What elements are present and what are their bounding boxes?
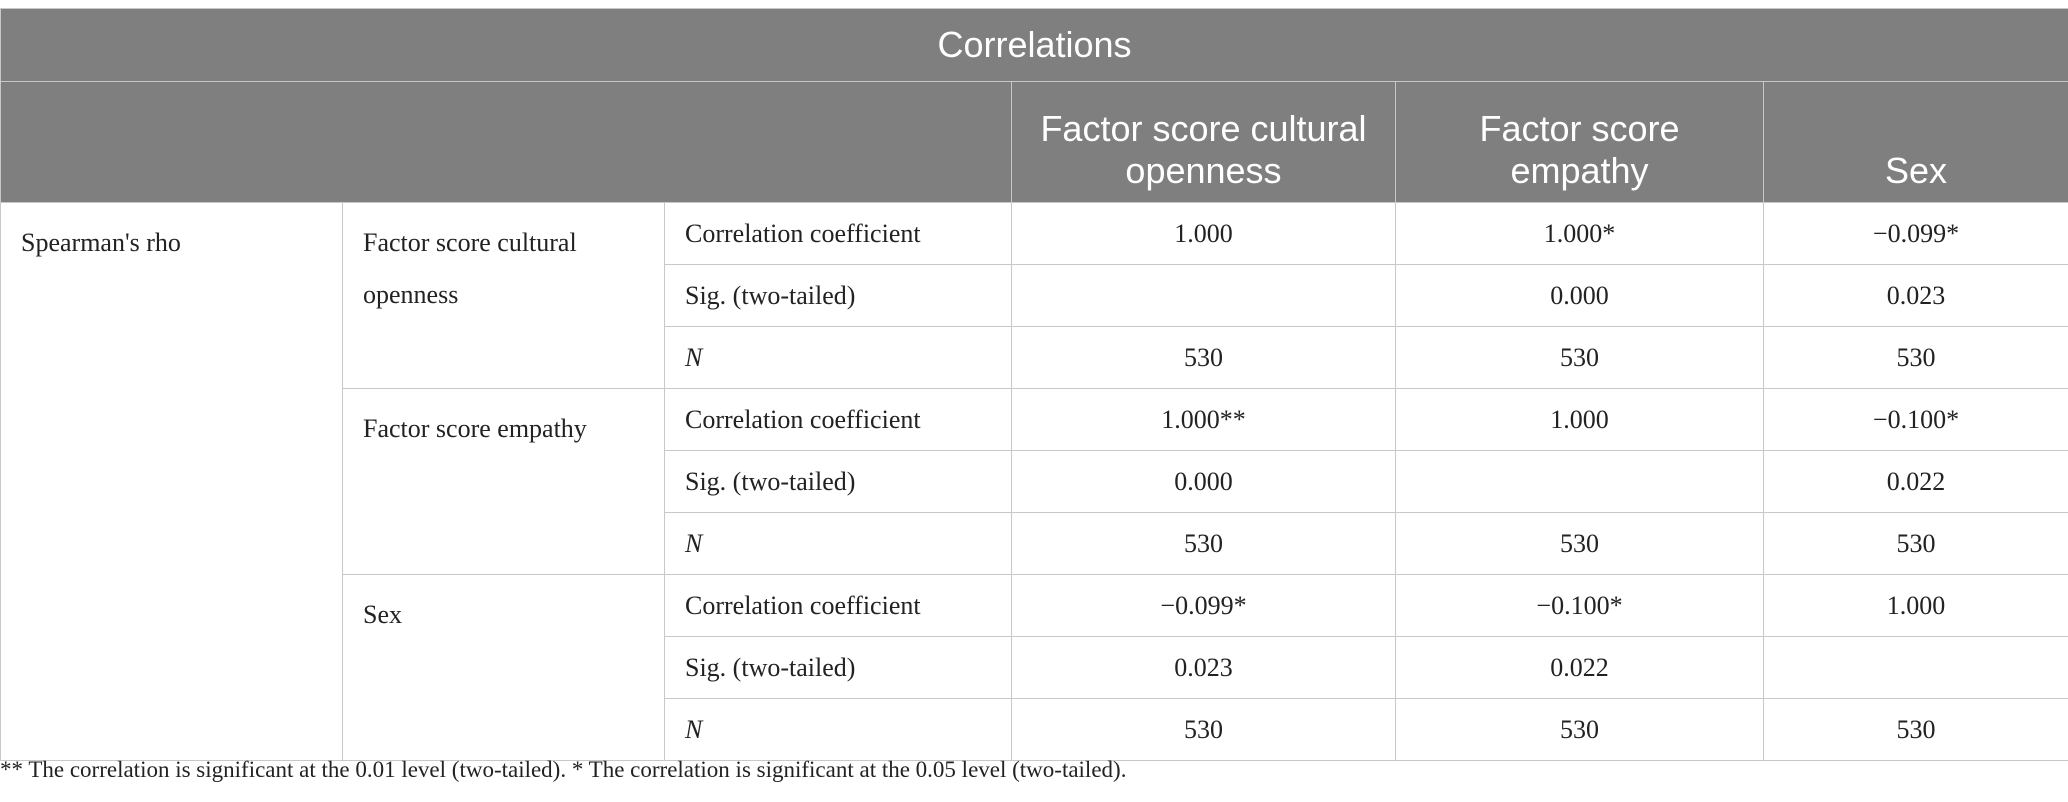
table-row: Factor score empathy Correlation coeffic… — [1, 388, 2068, 575]
header-blank — [0, 81, 1012, 203]
table-cell: −0.100* — [1762, 388, 2068, 451]
table-row: N 530 530 530 — [1, 512, 2068, 575]
stat-label: N — [664, 512, 1012, 575]
stat-label: Sig. (two-tailed) — [664, 450, 1012, 513]
table-cell: 530 — [1011, 326, 1396, 389]
stat-label: Correlation coefficient — [664, 388, 1012, 451]
table-cell — [1011, 264, 1396, 327]
table-cell: 1.000** — [1011, 388, 1396, 451]
table-footnote: ** The correlation is significant at the… — [0, 757, 1127, 782]
table-row: Sig. (two-tailed) 0.000 0.022 — [1, 450, 2068, 513]
table-cell: 530 — [1011, 512, 1396, 575]
column-header-empathy: Factor score empathy — [1395, 81, 1764, 203]
table-row: Spearman's rho Factor score cultural ope… — [0, 202, 2068, 761]
column-header-sex: Sex — [1762, 81, 2068, 203]
stat-label: N — [664, 326, 1012, 389]
table-cell: 0.023 — [1011, 636, 1396, 699]
table-row: Sex Correlation coefficient −0.099* −0.1… — [1, 574, 2068, 761]
table-cell: 0.022 — [1762, 450, 2068, 513]
table-cell: 1.000 — [1395, 388, 1764, 451]
table-cell: 530 — [1395, 698, 1764, 761]
stat-label: Sig. (two-tailed) — [664, 636, 1012, 699]
table-cell: 530 — [1762, 512, 2068, 575]
table-row: N 530 530 530 — [1, 698, 2068, 761]
column-header-cultural-openness: Factor score cultural openness — [1011, 81, 1396, 203]
table-cell: 530 — [1395, 326, 1764, 389]
row-group-label: Factor score empathy — [342, 388, 665, 575]
table-cell: 0.000 — [1395, 264, 1764, 327]
stat-label: N — [664, 698, 1012, 761]
stat-label: Sig. (two-tailed) — [664, 264, 1012, 327]
table-cell: −0.100* — [1395, 574, 1764, 637]
table-cell: 1.000 — [1762, 574, 2068, 637]
row-group-label: Factor score cultural openness — [342, 202, 665, 389]
table-cell: 530 — [1395, 512, 1764, 575]
row-group-label: Sex — [342, 574, 665, 761]
table-title: Correlations — [0, 8, 2068, 82]
table-cell: 0.022 — [1395, 636, 1764, 699]
table-cell — [1762, 636, 2068, 699]
table-row: N 530 530 530 — [1, 326, 2068, 389]
table-cell: 530 — [1762, 698, 2068, 761]
table-cell: 530 — [1011, 698, 1396, 761]
correlations-table: Correlations Factor score cultural openn… — [0, 8, 2068, 761]
table-cell: 0.023 — [1762, 264, 2068, 327]
table-cell: 0.000 — [1011, 450, 1396, 513]
table-cell: 530 — [1762, 326, 2068, 389]
method-label: Spearman's rho — [0, 202, 343, 761]
table-cell: 1.000 — [1011, 202, 1396, 265]
stat-label: Correlation coefficient — [664, 574, 1012, 637]
stat-label: Correlation coefficient — [664, 202, 1012, 265]
table-cell — [1395, 450, 1764, 513]
table-cell: 1.000* — [1395, 202, 1764, 265]
table-cell: −0.099* — [1762, 202, 2068, 265]
table-cell: −0.099* — [1011, 574, 1396, 637]
